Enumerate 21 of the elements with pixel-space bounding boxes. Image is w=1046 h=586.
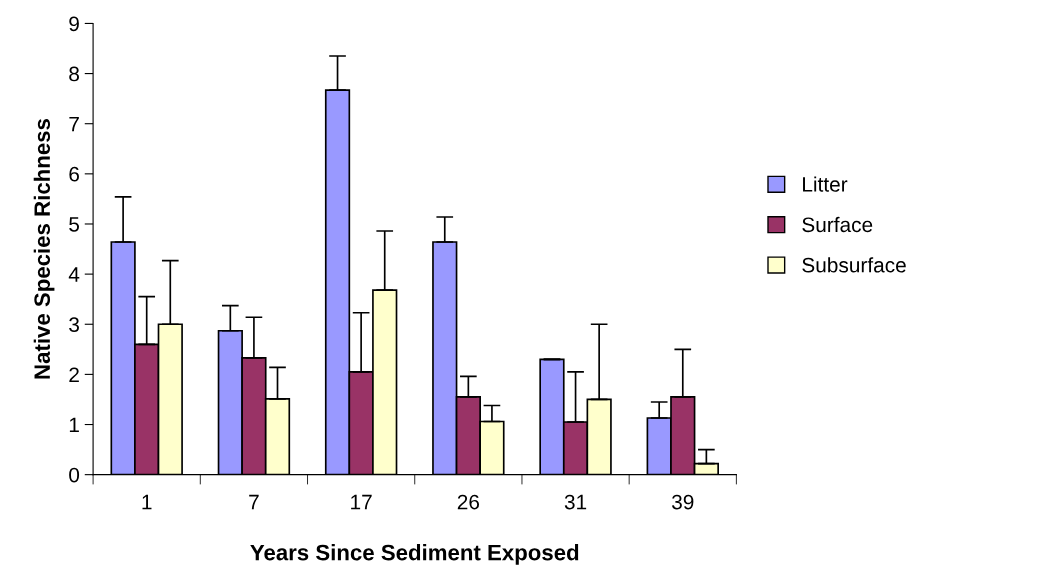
y-tick-label: 4 (68, 267, 80, 282)
y-tick-label: 7 (69, 116, 79, 132)
x-tick-label: 17 (351, 494, 372, 510)
y-tick-label: 9 (69, 16, 79, 32)
y-tick-label: 0 (69, 467, 80, 483)
x-tick-label: 1 (142, 494, 152, 510)
legend-label: Litter (803, 176, 848, 192)
y-tick-label: 1 (69, 417, 79, 433)
y-tick-label: 2 (69, 367, 79, 382)
x-tick-label: 39 (671, 494, 694, 510)
legend-label: Surface (802, 216, 873, 233)
y-axis-title: Native Species Richness (33, 119, 55, 379)
y-tick-label: 5 (69, 217, 80, 232)
x-tick-label: 7 (249, 494, 259, 510)
x-tick-label: 31 (564, 494, 587, 510)
y-tick-label: 6 (69, 166, 79, 182)
x-axis-title: Years Since Sediment Exposed (250, 544, 579, 565)
legend-label: Subsurface (802, 257, 906, 273)
x-tick-label: 26 (457, 494, 480, 510)
y-tick-label: 3 (69, 317, 79, 333)
y-tick-label: 8 (69, 66, 79, 82)
